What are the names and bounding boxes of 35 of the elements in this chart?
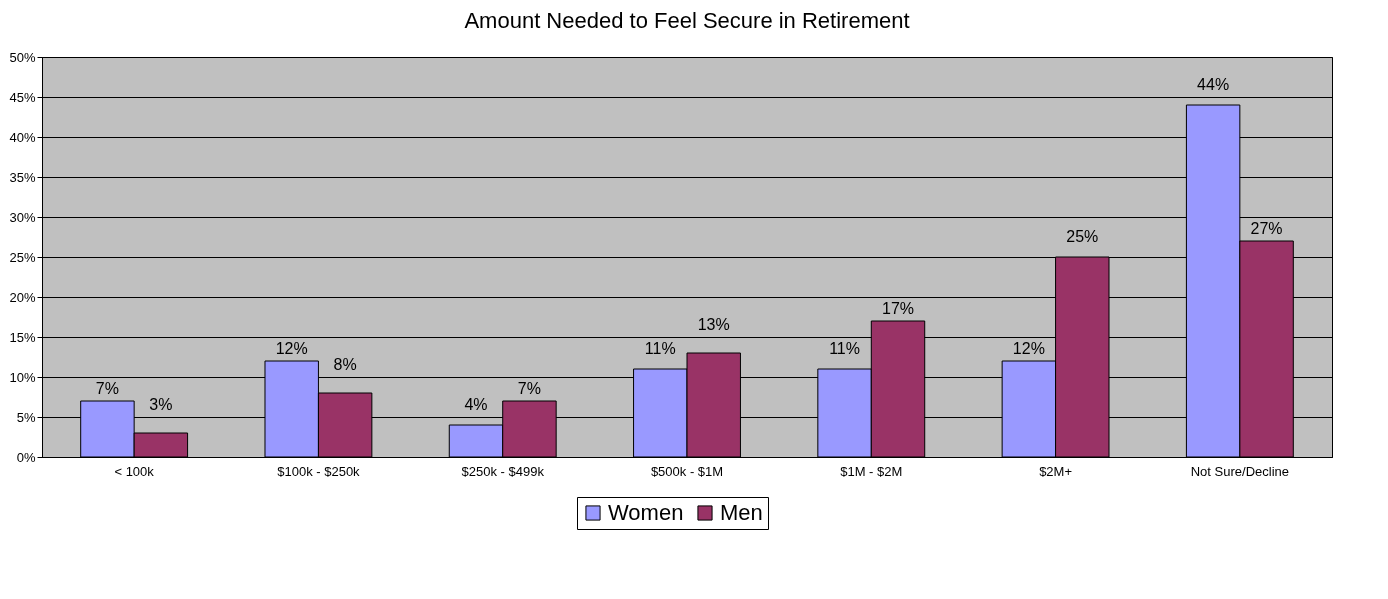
y-tick-label: 5%	[16, 409, 36, 425]
data-label: 25%	[1066, 228, 1099, 245]
data-label: 13%	[697, 316, 730, 333]
data-label: 27%	[1250, 220, 1283, 237]
x-tick-label: $250k - $499k	[461, 463, 545, 479]
data-label: 7%	[517, 380, 541, 397]
y-tick-label: 0%	[16, 449, 36, 465]
data-label: 3%	[149, 396, 173, 413]
y-tick-label: 30%	[9, 209, 36, 225]
data-label: 11%	[644, 340, 676, 357]
y-tick-label: 50%	[9, 49, 36, 65]
y-tick-label: 20%	[9, 289, 36, 305]
x-tick-label: $100k - $250k	[277, 463, 361, 479]
chart-title: Amount Needed to Feel Secure in Retirement	[464, 8, 910, 33]
y-tick-label: 35%	[9, 169, 36, 185]
y-tick-label: 10%	[9, 369, 36, 385]
data-label: 8%	[333, 356, 357, 373]
data-label: 7%	[95, 380, 119, 397]
data-label: 4%	[464, 396, 488, 413]
data-label: 12%	[275, 340, 308, 357]
x-tick-label: < 100k	[114, 463, 155, 479]
x-tick-label: $500k - $1M	[650, 463, 724, 479]
legend-label: Men	[720, 500, 763, 525]
data-label: 44%	[1197, 76, 1230, 93]
x-tick-label: $2M+	[1039, 463, 1073, 479]
x-tick-label: $1M - $2M	[840, 463, 903, 479]
data-label: 11%	[829, 340, 860, 357]
data-label: 12%	[1012, 340, 1045, 357]
x-tick-label: Not Sure/Decline	[1190, 463, 1289, 479]
y-tick-label: 45%	[9, 89, 36, 105]
y-tick-label: 15%	[9, 329, 36, 345]
y-tick-label: 25%	[9, 249, 36, 265]
legend-label: Women	[608, 500, 684, 525]
y-tick-label: 40%	[9, 129, 36, 145]
data-label: 17%	[881, 300, 915, 317]
